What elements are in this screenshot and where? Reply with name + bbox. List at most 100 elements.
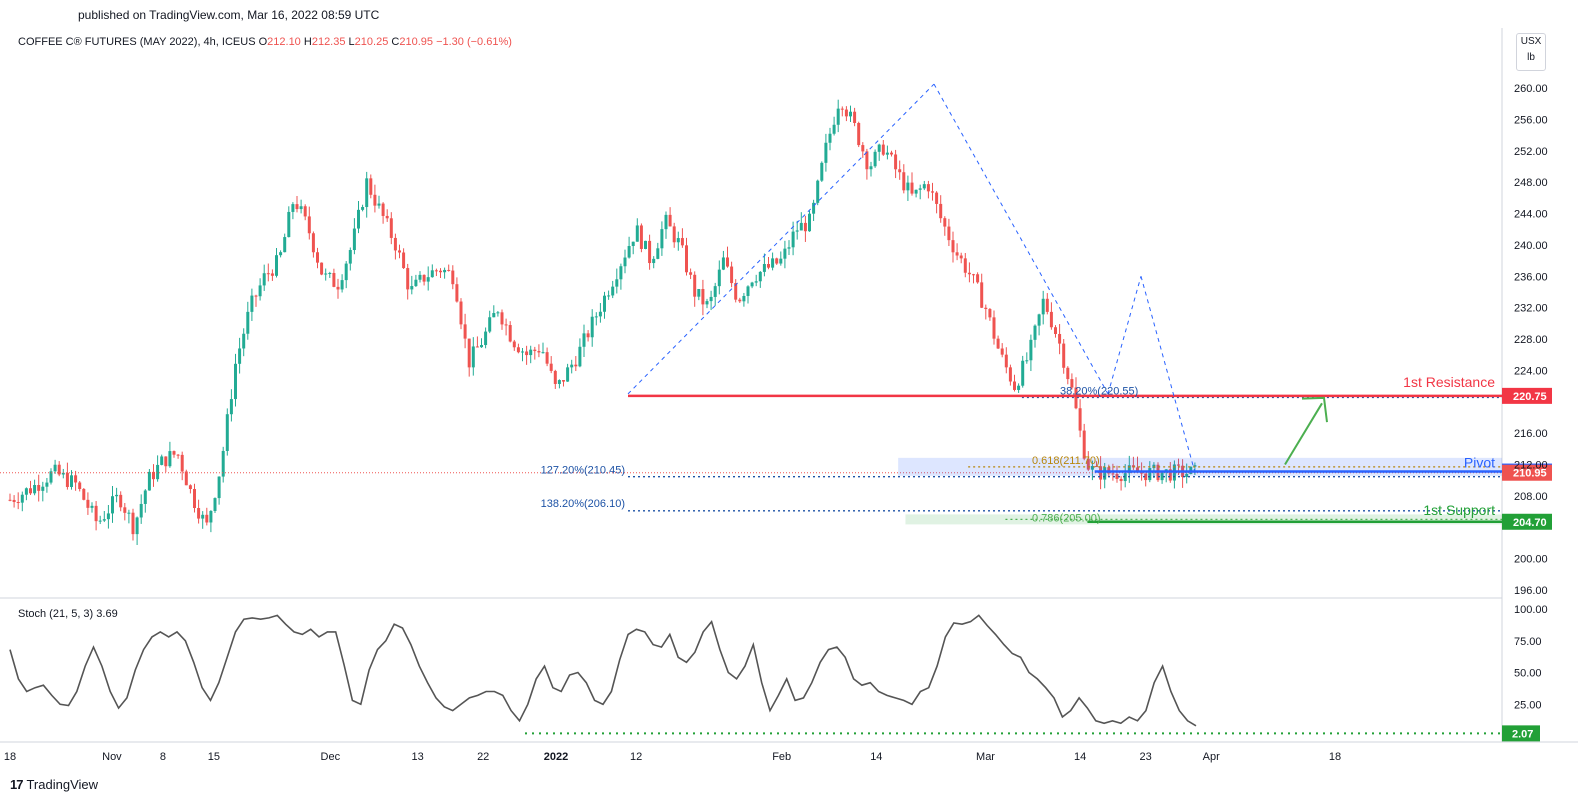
candle-body xyxy=(398,250,401,253)
price-tick-label: 200.00 xyxy=(1514,554,1548,566)
candle-body xyxy=(795,230,799,232)
candle-body xyxy=(1074,387,1078,409)
candle-body xyxy=(611,286,615,296)
candle-body xyxy=(598,311,602,317)
candle-body xyxy=(631,241,635,247)
candle-body xyxy=(90,505,94,508)
candle-body xyxy=(885,152,889,155)
candle-body xyxy=(676,238,680,243)
candle-body xyxy=(738,299,742,302)
resistance-price-badge: 220.75 xyxy=(1513,391,1547,403)
candle-body xyxy=(172,451,176,455)
stoch-legend: Stoch (21, 5, 3) 3.69 xyxy=(18,608,118,620)
time-tick-label: 23 xyxy=(1140,751,1152,763)
candle-body xyxy=(168,451,172,467)
candle-body xyxy=(389,218,393,238)
candle-body xyxy=(1070,379,1074,388)
candle-body xyxy=(758,271,762,282)
candle-body xyxy=(82,488,86,500)
candle-body xyxy=(74,475,78,483)
candle-body xyxy=(906,182,910,191)
resistance-price-badge-bg xyxy=(1502,387,1552,404)
time-tick-label: 14 xyxy=(1074,751,1086,763)
candle-body xyxy=(869,166,873,170)
candle-body xyxy=(1054,327,1057,334)
candle-body xyxy=(545,352,549,364)
candle-body xyxy=(1021,360,1025,386)
candle-body xyxy=(1099,466,1103,480)
candle-body xyxy=(951,240,955,253)
stoch-label: Stoch (21, 5, 3) xyxy=(18,608,94,620)
candle-body xyxy=(328,272,332,274)
candle-body xyxy=(500,312,504,325)
candle-body xyxy=(873,151,877,167)
open-label: O xyxy=(258,36,268,48)
candle-body xyxy=(516,347,520,353)
candle-body xyxy=(832,124,836,134)
candle-body xyxy=(619,266,623,280)
candle-body xyxy=(160,456,164,465)
candle-body xyxy=(492,313,496,318)
candle-body xyxy=(184,471,188,486)
candle-body xyxy=(541,352,545,354)
unit-line1: USX xyxy=(1520,36,1542,47)
candle-body xyxy=(1062,343,1066,368)
candle-body xyxy=(8,499,12,501)
candle-body xyxy=(340,280,344,290)
high-label: H xyxy=(303,36,312,48)
candle-body xyxy=(279,252,283,256)
candle-body xyxy=(123,507,127,513)
candle-body xyxy=(508,325,512,342)
candle-body xyxy=(426,277,430,282)
candle-body xyxy=(102,519,106,521)
candle-body xyxy=(1144,473,1148,481)
candle-body xyxy=(213,498,217,511)
candle-body xyxy=(402,252,406,269)
candle-body xyxy=(20,494,24,503)
candle-body xyxy=(238,348,242,364)
candle-body xyxy=(78,482,82,489)
candle-body xyxy=(332,272,336,287)
candle-body xyxy=(787,247,791,249)
candle-body xyxy=(455,284,459,302)
candle-body xyxy=(668,214,672,227)
candle-body xyxy=(303,206,307,217)
candle-body xyxy=(45,482,49,487)
support-price-badge: 204.70 xyxy=(1513,517,1547,529)
fib-projection-leg xyxy=(1140,276,1197,477)
candle-body xyxy=(504,324,508,326)
time-tick-label: 8 xyxy=(160,751,166,763)
unit-button[interactable]: USX lb xyxy=(1516,33,1546,71)
candle-body xyxy=(717,269,721,287)
candle-body xyxy=(49,471,53,483)
candle-body xyxy=(1168,469,1172,481)
candle-body xyxy=(295,204,299,210)
candle-body xyxy=(767,263,770,268)
stoch-tick-label: 100.00 xyxy=(1514,604,1548,616)
candle-body xyxy=(967,272,971,275)
candle-body xyxy=(898,169,902,173)
candle-body xyxy=(369,178,373,195)
candle-body xyxy=(1017,385,1021,390)
candle-body xyxy=(779,258,783,264)
candle-body xyxy=(689,272,693,275)
candle-body xyxy=(1045,298,1049,312)
target-arrowhead xyxy=(1301,396,1328,423)
candle-body xyxy=(1123,473,1127,482)
candle-body xyxy=(246,311,250,334)
candle-body xyxy=(197,508,201,519)
candle-body xyxy=(307,216,311,234)
candle-body xyxy=(16,502,20,504)
candle-body xyxy=(529,349,533,356)
change-value: −1.30 (−0.61%) xyxy=(436,36,512,48)
candle-body xyxy=(635,225,639,242)
candle-body xyxy=(594,316,598,318)
candle-body xyxy=(475,346,479,348)
price-tick-label: 224.00 xyxy=(1514,365,1548,377)
candle-body xyxy=(336,286,340,290)
candle-body xyxy=(1095,466,1098,468)
candle-body xyxy=(258,285,262,297)
candle-body xyxy=(180,454,184,472)
candle-body xyxy=(381,203,385,216)
